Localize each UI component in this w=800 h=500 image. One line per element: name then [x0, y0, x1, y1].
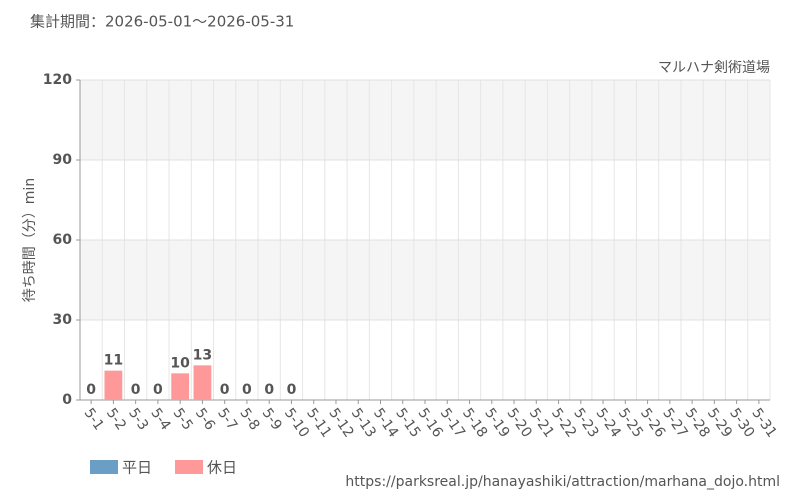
bar	[193, 365, 212, 400]
x-tick-label: 5-1	[81, 405, 107, 433]
legend-swatch	[175, 460, 203, 474]
data-label: 0	[86, 382, 96, 398]
data-label: 0	[131, 382, 141, 398]
data-label: 13	[193, 347, 212, 363]
x-tick-label: 5-6	[192, 405, 218, 433]
x-tick-label: 5-8	[236, 405, 262, 433]
data-label: 0	[264, 382, 274, 398]
legend-label: 平日	[122, 459, 152, 477]
grid-band	[80, 240, 770, 320]
data-label: 0	[153, 382, 163, 398]
chart-title: 集計期間：2026-05-01～2026-05-31	[30, 13, 294, 31]
x-tick-label: 5-7	[214, 405, 240, 433]
data-label: 11	[104, 353, 123, 369]
y-tick-label: 0	[62, 392, 72, 408]
x-tick-label: 5-31	[748, 405, 779, 440]
y-tick-label: 90	[53, 152, 73, 168]
data-label: 0	[242, 382, 252, 398]
x-tick-label: 5-4	[147, 405, 173, 433]
bar	[104, 370, 123, 400]
y-tick-label: 120	[43, 72, 72, 88]
y-tick-label: 60	[53, 232, 73, 248]
data-label: 0	[220, 382, 230, 398]
x-tick-label: 5-2	[103, 405, 129, 433]
x-tick-label: 5-5	[170, 405, 196, 433]
chart-subtitle: マルハナ剣術道場	[658, 60, 770, 76]
data-label: 10	[170, 355, 190, 371]
y-tick-label: 30	[53, 312, 73, 328]
x-tick-label: 5-3	[125, 405, 151, 433]
legend-swatch	[90, 460, 118, 474]
y-axis-label: 待ち時間（分）min	[22, 178, 38, 302]
grid-band	[80, 80, 770, 160]
source-url: https://parksreal.jp/hanayashiki/attract…	[345, 474, 780, 490]
data-label: 0	[287, 382, 297, 398]
x-tick-label: 5-9	[259, 405, 285, 433]
bar	[171, 373, 190, 400]
legend-label: 休日	[207, 459, 237, 477]
